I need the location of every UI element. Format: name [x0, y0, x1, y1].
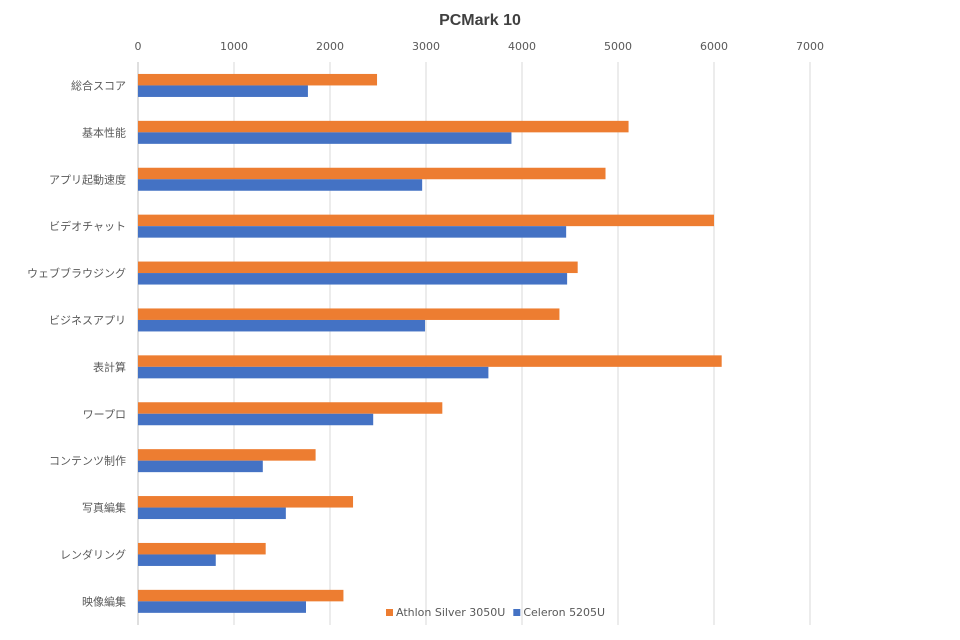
category-label: レンダリング — [60, 547, 126, 561]
bar-athlon — [138, 589, 344, 602]
bar-athlon — [138, 542, 266, 555]
x-tick-label: 6000 — [700, 40, 728, 53]
bar-celeron — [138, 319, 426, 332]
category-label: 基本性能 — [82, 125, 126, 139]
bar-athlon — [138, 73, 378, 86]
bar-celeron — [138, 507, 286, 520]
bar-athlon — [138, 402, 443, 414]
bar-athlon — [138, 496, 354, 508]
bar-athlon — [138, 308, 560, 320]
legend-label: Celeron 5205U — [523, 606, 605, 619]
bar-celeron — [138, 601, 306, 613]
legend-swatch — [386, 609, 393, 616]
category-label: ビジネスアプリ — [49, 314, 126, 327]
x-tick-label: 4000 — [508, 40, 536, 53]
bar-celeron — [138, 226, 567, 238]
category-label: コンテンツ制作 — [49, 455, 126, 468]
bar-athlon — [138, 214, 714, 227]
bar-athlon — [138, 261, 578, 274]
bar-celeron — [138, 366, 489, 379]
bar-athlon — [138, 167, 606, 180]
category-label: ウェブブラウジング — [27, 266, 126, 280]
bar-celeron — [138, 85, 308, 97]
bar-athlon — [138, 120, 629, 133]
legend: Athlon Silver 3050U Celeron 5205U — [386, 606, 605, 619]
category-label: 写真編集 — [82, 501, 126, 515]
x-tick-label: 1000 — [220, 40, 248, 53]
x-tick-label: 0 — [135, 40, 142, 53]
bar-athlon — [138, 355, 722, 367]
bar-celeron — [138, 273, 568, 285]
x-tick-label: 7000 — [796, 40, 824, 53]
bar-celeron — [138, 554, 216, 566]
category-label: ワープロ — [83, 408, 126, 421]
category-labels: 総合スコア基本性能アプリ起動速度ビデオチャットウェブブラウジングビジネスアプリ表… — [27, 78, 126, 608]
bar-celeron — [138, 460, 263, 473]
bar-celeron — [138, 413, 374, 426]
x-tick-label: 5000 — [604, 40, 632, 53]
category-label: アプリ起動速度 — [49, 172, 126, 186]
bars — [138, 73, 722, 613]
x-tick-label: 3000 — [412, 40, 440, 53]
category-label: ビデオチャット — [49, 219, 126, 233]
chart-title: PCMark 10 — [439, 12, 521, 29]
category-label: 表計算 — [93, 360, 126, 374]
category-label: 映像編集 — [82, 594, 126, 608]
bar-celeron — [138, 179, 423, 191]
legend-label: Athlon Silver 3050U — [396, 606, 505, 619]
bar-athlon — [138, 449, 316, 461]
legend-swatch — [513, 609, 521, 616]
x-axis-ticks: 0 1000 2000 3000 4000 5000 6000 7000 — [135, 40, 825, 53]
x-tick-label: 2000 — [316, 40, 344, 53]
category-label: 総合スコア — [71, 78, 126, 92]
gridlines — [137, 62, 811, 625]
bar-celeron — [138, 132, 512, 144]
